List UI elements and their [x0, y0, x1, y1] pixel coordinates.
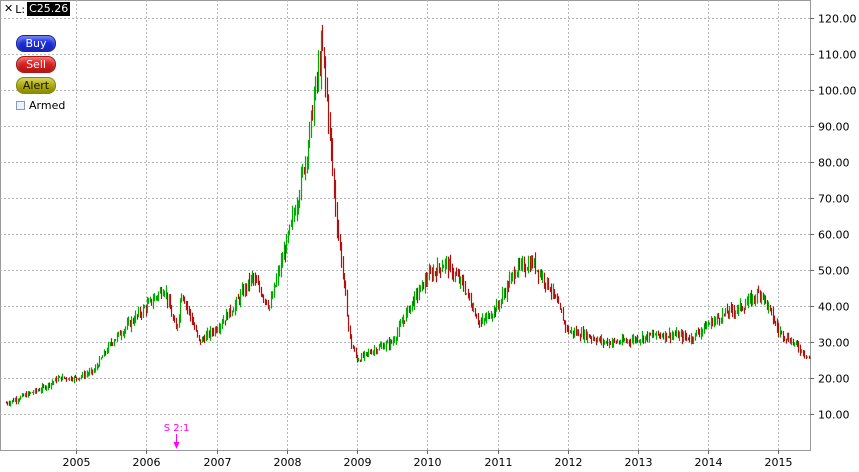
armed-label: Armed: [29, 99, 66, 112]
axes: 10.00 20.00 30.00 40.00 50.00 60.00 70.00 80.00…: [63, 13, 857, 470]
last-price-label: L:: [15, 2, 26, 16]
y-tick-label: 100.00: [818, 85, 857, 98]
close-icon[interactable]: ✕: [4, 2, 14, 15]
y-tick-label: 110.00: [818, 49, 857, 62]
x-tick-label: 2008: [274, 456, 302, 468]
x-tick-label: 2006: [133, 456, 161, 468]
x-tick-label: 2015: [765, 456, 793, 468]
price-bars: [5, 24, 812, 407]
y-tick-label: 120.00: [818, 13, 857, 26]
x-tick-label: 2007: [204, 456, 232, 468]
x-tick-label: 2009: [344, 456, 372, 468]
split-arrow-icon: [173, 442, 180, 449]
plot-area: [0, 0, 811, 451]
y-tick-label: 20.00: [818, 373, 850, 386]
x-tick-label: 2005: [63, 456, 91, 468]
x-tick-label: 2011: [485, 456, 513, 468]
x-tick-label: 2014: [695, 456, 723, 468]
grid: [0, 0, 810, 450]
sell-button[interactable]: Sell: [16, 56, 56, 73]
x-tick-label: 2010: [414, 456, 442, 468]
y-tick-label: 70.00: [818, 193, 850, 206]
y-tick-label: 40.00: [818, 301, 850, 314]
y-tick-label: 80.00: [818, 157, 850, 170]
last-price-header: ✕ L: C25.26: [4, 2, 71, 16]
annotations: S 2:1: [164, 423, 190, 449]
alert-button[interactable]: Alert: [16, 77, 56, 94]
y-tick-label: 50.00: [818, 265, 850, 278]
armed-checkbox[interactable]: [16, 101, 25, 110]
last-price-value: C25.26: [27, 2, 71, 16]
x-tick-label: 2013: [625, 456, 653, 468]
split-annotation-label: S 2:1: [164, 423, 190, 434]
x-tick-label: 2012: [555, 456, 583, 468]
y-tick-label: 60.00: [818, 229, 850, 242]
y-tick-label: 30.00: [818, 337, 850, 350]
buy-button[interactable]: Buy: [16, 35, 56, 52]
y-tick-label: 10.00: [818, 409, 850, 422]
armed-toggle[interactable]: Armed: [16, 99, 65, 112]
y-tick-label: 90.00: [818, 121, 850, 134]
